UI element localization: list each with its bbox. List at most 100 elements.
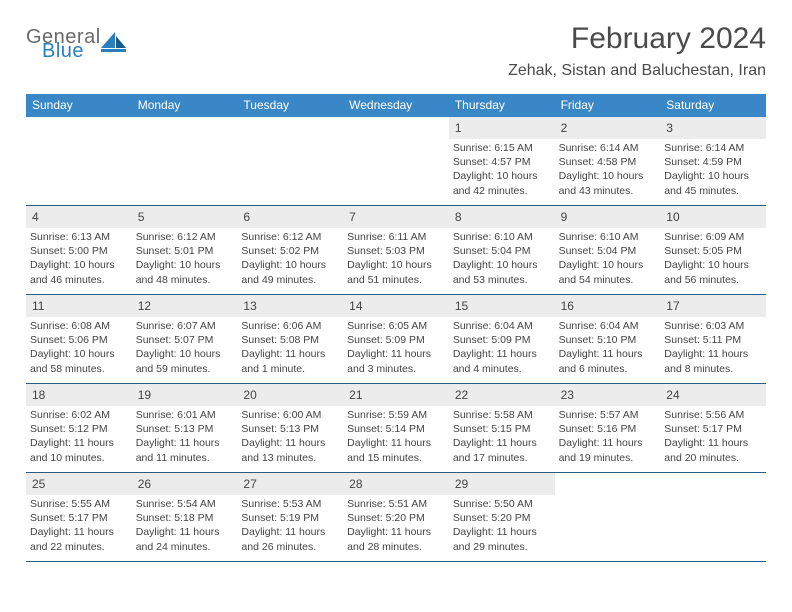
sunset-text: Sunset: 4:58 PM	[559, 155, 657, 169]
day-cell: 27Sunrise: 5:53 AMSunset: 5:19 PMDayligh…	[237, 473, 343, 561]
sunrise-text: Sunrise: 6:00 AM	[241, 408, 339, 422]
day-number-row: 23	[555, 384, 661, 406]
daylight-text: and 22 minutes.	[30, 540, 128, 554]
daylight-text: Daylight: 10 hours	[453, 258, 551, 272]
day-number-row: 18	[26, 384, 132, 406]
weekday-header-row: SundayMondayTuesdayWednesdayThursdayFrid…	[26, 94, 766, 117]
sunrise-text: Sunrise: 6:12 AM	[241, 230, 339, 244]
day-number: 11	[32, 299, 44, 313]
daylight-text: and 20 minutes.	[664, 451, 762, 465]
weekday-header: Monday	[132, 94, 238, 117]
daylight-text: Daylight: 10 hours	[664, 169, 762, 183]
daylight-text: Daylight: 10 hours	[453, 169, 551, 183]
sunset-text: Sunset: 5:19 PM	[241, 511, 339, 525]
day-number: 20	[243, 388, 256, 402]
sunrise-text: Sunrise: 6:04 AM	[559, 319, 657, 333]
day-number	[561, 477, 564, 491]
daylight-text: Daylight: 11 hours	[241, 525, 339, 539]
day-number: 12	[138, 299, 151, 313]
sunset-text: Sunset: 5:08 PM	[241, 333, 339, 347]
day-number-row	[555, 473, 661, 495]
daylight-text: Daylight: 10 hours	[136, 347, 234, 361]
daylight-text: and 15 minutes.	[347, 451, 445, 465]
daylight-text: Daylight: 11 hours	[453, 347, 551, 361]
day-number	[666, 477, 669, 491]
daylight-text: and 11 minutes.	[136, 451, 234, 465]
calendar-week: 18Sunrise: 6:02 AMSunset: 5:12 PMDayligh…	[26, 384, 766, 473]
sunrise-text: Sunrise: 6:09 AM	[664, 230, 762, 244]
day-cell: 13Sunrise: 6:06 AMSunset: 5:08 PMDayligh…	[237, 295, 343, 383]
sunset-text: Sunset: 5:16 PM	[559, 422, 657, 436]
day-cell: 29Sunrise: 5:50 AMSunset: 5:20 PMDayligh…	[449, 473, 555, 561]
day-number: 29	[455, 477, 468, 491]
day-number: 17	[666, 299, 679, 313]
day-cell: 7Sunrise: 6:11 AMSunset: 5:03 PMDaylight…	[343, 206, 449, 294]
daylight-text: Daylight: 10 hours	[30, 347, 128, 361]
day-number-row: 4	[26, 206, 132, 228]
day-number-row: 9	[555, 206, 661, 228]
daylight-text: and 17 minutes.	[453, 451, 551, 465]
header-row: General Blue February 2024 Zehak, Sistan…	[26, 22, 766, 80]
daylight-text: and 24 minutes.	[136, 540, 234, 554]
day-cell: 18Sunrise: 6:02 AMSunset: 5:12 PMDayligh…	[26, 384, 132, 472]
day-number-row	[660, 473, 766, 495]
weekday-header: Wednesday	[343, 94, 449, 117]
day-number-row: 14	[343, 295, 449, 317]
day-number: 5	[138, 210, 145, 224]
day-number-row	[26, 117, 132, 139]
daylight-text: and 1 minute.	[241, 362, 339, 376]
day-cell: 12Sunrise: 6:07 AMSunset: 5:07 PMDayligh…	[132, 295, 238, 383]
day-number: 8	[455, 210, 462, 224]
sunrise-text: Sunrise: 6:10 AM	[559, 230, 657, 244]
day-cell: 20Sunrise: 6:00 AMSunset: 5:13 PMDayligh…	[237, 384, 343, 472]
daylight-text: Daylight: 11 hours	[30, 436, 128, 450]
day-cell	[26, 117, 132, 205]
day-number-row: 21	[343, 384, 449, 406]
day-cell: 9Sunrise: 6:10 AMSunset: 5:04 PMDaylight…	[555, 206, 661, 294]
day-cell: 11Sunrise: 6:08 AMSunset: 5:06 PMDayligh…	[26, 295, 132, 383]
sunrise-text: Sunrise: 6:10 AM	[453, 230, 551, 244]
daylight-text: and 56 minutes.	[664, 273, 762, 287]
day-number: 24	[666, 388, 679, 402]
sunrise-text: Sunrise: 5:50 AM	[453, 497, 551, 511]
day-number: 9	[561, 210, 568, 224]
sunset-text: Sunset: 5:10 PM	[559, 333, 657, 347]
daylight-text: and 53 minutes.	[453, 273, 551, 287]
sunset-text: Sunset: 5:18 PM	[136, 511, 234, 525]
day-cell	[132, 117, 238, 205]
day-number-row: 19	[132, 384, 238, 406]
daylight-text: and 49 minutes.	[241, 273, 339, 287]
day-number-row: 20	[237, 384, 343, 406]
sunset-text: Sunset: 5:02 PM	[241, 244, 339, 258]
month-title: February 2024	[508, 22, 766, 56]
day-number: 10	[666, 210, 679, 224]
day-number-row: 1	[449, 117, 555, 139]
day-number-row: 3	[660, 117, 766, 139]
weekday-header: Friday	[555, 94, 661, 117]
sunrise-text: Sunrise: 6:13 AM	[30, 230, 128, 244]
daylight-text: Daylight: 11 hours	[241, 347, 339, 361]
day-number	[349, 121, 352, 135]
sunset-text: Sunset: 5:12 PM	[30, 422, 128, 436]
calendar-week: 1Sunrise: 6:15 AMSunset: 4:57 PMDaylight…	[26, 117, 766, 206]
day-cell: 6Sunrise: 6:12 AMSunset: 5:02 PMDaylight…	[237, 206, 343, 294]
daylight-text: Daylight: 10 hours	[136, 258, 234, 272]
sunset-text: Sunset: 5:06 PM	[30, 333, 128, 347]
day-cell: 24Sunrise: 5:56 AMSunset: 5:17 PMDayligh…	[660, 384, 766, 472]
sunrise-text: Sunrise: 6:12 AM	[136, 230, 234, 244]
day-number: 1	[455, 121, 462, 135]
day-number-row: 12	[132, 295, 238, 317]
day-number: 25	[32, 477, 45, 491]
day-cell: 19Sunrise: 6:01 AMSunset: 5:13 PMDayligh…	[132, 384, 238, 472]
day-number: 26	[138, 477, 151, 491]
brand-sail-icon	[101, 32, 127, 54]
daylight-text: and 48 minutes.	[136, 273, 234, 287]
day-number-row: 11	[26, 295, 132, 317]
sunrise-text: Sunrise: 6:06 AM	[241, 319, 339, 333]
sunrise-text: Sunrise: 6:07 AM	[136, 319, 234, 333]
day-number-row: 6	[237, 206, 343, 228]
sunset-text: Sunset: 5:13 PM	[241, 422, 339, 436]
day-cell: 26Sunrise: 5:54 AMSunset: 5:18 PMDayligh…	[132, 473, 238, 561]
weekday-header: Thursday	[449, 94, 555, 117]
day-number: 28	[349, 477, 362, 491]
